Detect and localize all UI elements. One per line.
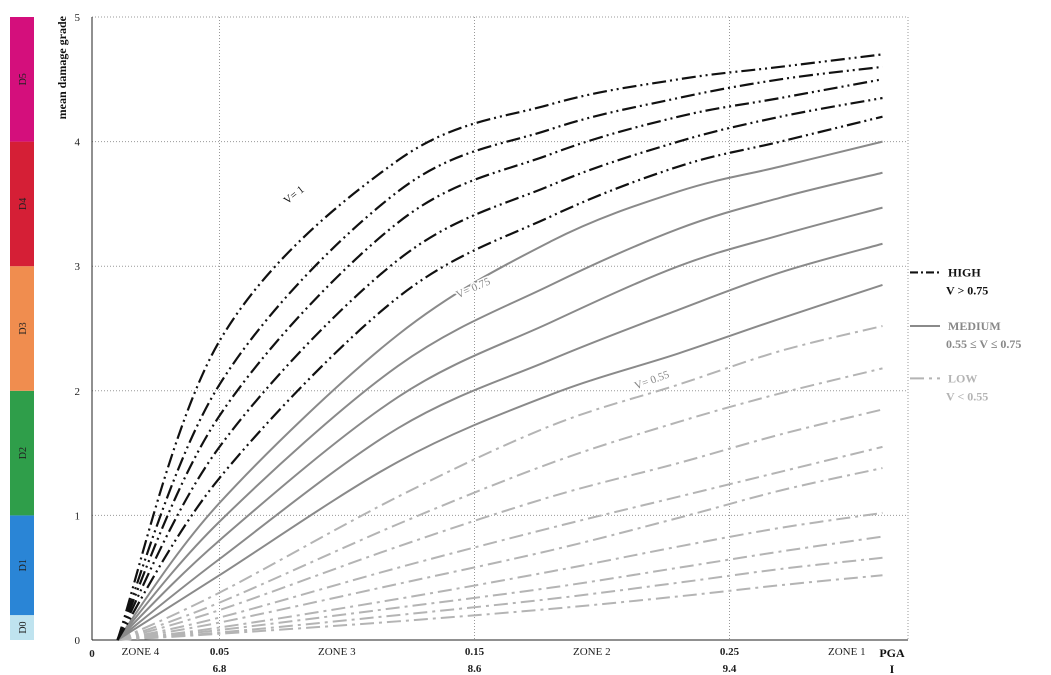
y-tick-label: 1: [75, 510, 81, 522]
damage-curve-high-0: [116, 53, 883, 641]
damage-curve-high-3: [116, 96, 883, 641]
damage-curve-low-14: [117, 467, 883, 641]
legend-sub-low: V < 0.55: [946, 389, 988, 403]
damage-band-d2: [10, 390, 34, 516]
damage-curve-low-17: [117, 556, 883, 641]
damage-curve-medium-6: [116, 171, 883, 641]
y-axis-title: mean damage grade: [55, 15, 69, 119]
x-tick-label-pga: 0.05: [210, 646, 230, 658]
damage-curve-medium-8: [116, 242, 883, 641]
damage-curve-low-10: [117, 325, 883, 641]
legend: HIGH V > 0.75 MEDIUM 0.55 ≤ V ≤ 0.75 LOW V < …: [910, 265, 1021, 403]
damage-band-label-d4: D4: [18, 198, 29, 210]
damage-curve-low-16: [117, 535, 883, 641]
damage-band-label-d0: D0: [18, 621, 29, 633]
damage-curve-medium-9: [116, 283, 883, 641]
x-origin-label: 0: [89, 648, 95, 660]
y-tick-label: 3: [75, 261, 81, 273]
damage-curve-high-4: [116, 115, 883, 641]
curve-label: V= 1: [282, 184, 307, 207]
damage-curve-medium-5: [116, 140, 883, 641]
damage-band-label-d3: D3: [18, 322, 29, 334]
damage-band-label-d2: D2: [18, 447, 29, 459]
damage-band-d5: [10, 17, 34, 142]
y-tick-label: 0: [75, 635, 81, 647]
curve-label: V= 0.75: [454, 275, 492, 301]
damage-curve-medium-7: [116, 206, 883, 641]
x-tick-label-pga: 0.25: [720, 646, 740, 658]
zone-label: ZONE 1: [828, 646, 866, 658]
x-axis-title: PGA: [879, 646, 905, 660]
damage-curve-low-12: [117, 408, 883, 641]
damage-grade-bands: D0 D1 D2 D3 D4 D5: [10, 17, 34, 640]
legend-title-low: LOW: [948, 371, 977, 385]
y-tick-label: 4: [75, 137, 81, 149]
damage-curve-high-2: [116, 78, 883, 641]
legend-sub-medium: 0.55 ≤ V ≤ 0.75: [946, 337, 1021, 351]
x-tick-label-intensity: 9.4: [723, 663, 737, 675]
x-tick-label-pga: 0.15: [465, 646, 485, 658]
zone-label: ZONE 4: [122, 646, 160, 658]
damage-curve-low-13: [117, 445, 883, 641]
grid-lines: [92, 16, 909, 640]
damage-curve-low-11: [117, 367, 883, 641]
axes: 0 1 2 3 4 5 0 0.05 6.8 0.15 8.6 0.25 9.4 ZONE 4 ZONE 3…: [55, 12, 908, 675]
legend-title-high: HIGH: [948, 265, 981, 279]
x-tick-label-intensity: 6.8: [213, 663, 227, 675]
x-axis-title-2: I: [890, 662, 895, 675]
damage-band-d0: [10, 615, 34, 640]
damage-curves: [116, 53, 883, 641]
zone-label: ZONE 2: [573, 646, 611, 658]
y-tick-label: 2: [75, 386, 81, 398]
zone-label: ZONE 3: [318, 646, 356, 658]
damage-band-d4: [10, 141, 34, 267]
x-tick-label-intensity: 8.6: [468, 663, 482, 675]
y-tick-label: 5: [75, 12, 81, 24]
damage-curve-high-1: [116, 65, 883, 641]
damage-band-label-d1: D1: [18, 559, 29, 571]
damage-band-label-d5: D5: [18, 73, 29, 85]
legend-sub-high: V > 0.75: [946, 283, 988, 297]
damage-curve-low-18: [117, 574, 883, 641]
damage-band-d3: [10, 266, 34, 391]
legend-title-medium: MEDIUM: [948, 319, 1001, 333]
damage-curve-low-15: [117, 511, 883, 641]
damage-band-d1: [10, 515, 34, 616]
